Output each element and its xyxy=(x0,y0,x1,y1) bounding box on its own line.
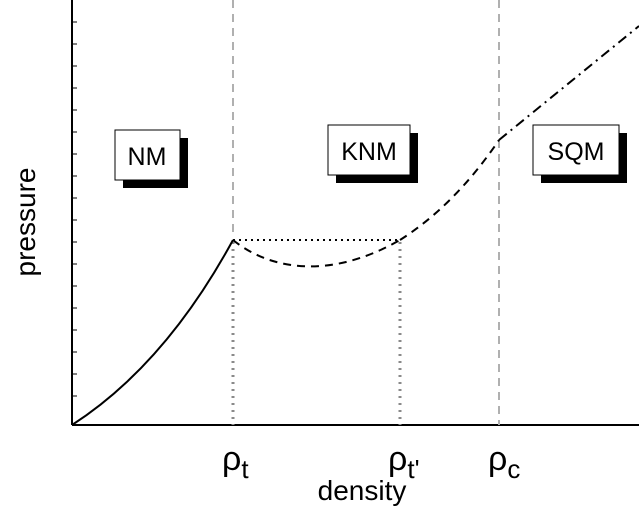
region-sqm: SQM xyxy=(532,124,627,183)
region-nm-label: NM xyxy=(128,143,167,171)
curves xyxy=(71,25,639,426)
y-axis-label: pressure xyxy=(10,168,41,277)
guide-lines xyxy=(231,0,500,425)
region-nm: NM xyxy=(114,129,188,188)
tick-rho-c: ρc xyxy=(488,440,520,484)
sqm-curve xyxy=(498,25,639,141)
region-knm-label: KNM xyxy=(341,138,397,166)
knm-curve-dip xyxy=(232,239,401,268)
nm-curve xyxy=(71,239,234,426)
tick-rho-tprime: ρt' xyxy=(388,440,420,484)
region-knm: KNM xyxy=(327,124,418,183)
region-sqm-label: SQM xyxy=(548,138,605,166)
x-axis-label: density xyxy=(318,475,407,506)
y-axis-ticks xyxy=(72,21,77,397)
x-tick-labels: ρt ρt' ρc xyxy=(222,440,520,484)
axes xyxy=(71,0,639,426)
knm-curve-rise xyxy=(399,139,500,241)
tick-rho-t: ρt xyxy=(222,440,249,484)
